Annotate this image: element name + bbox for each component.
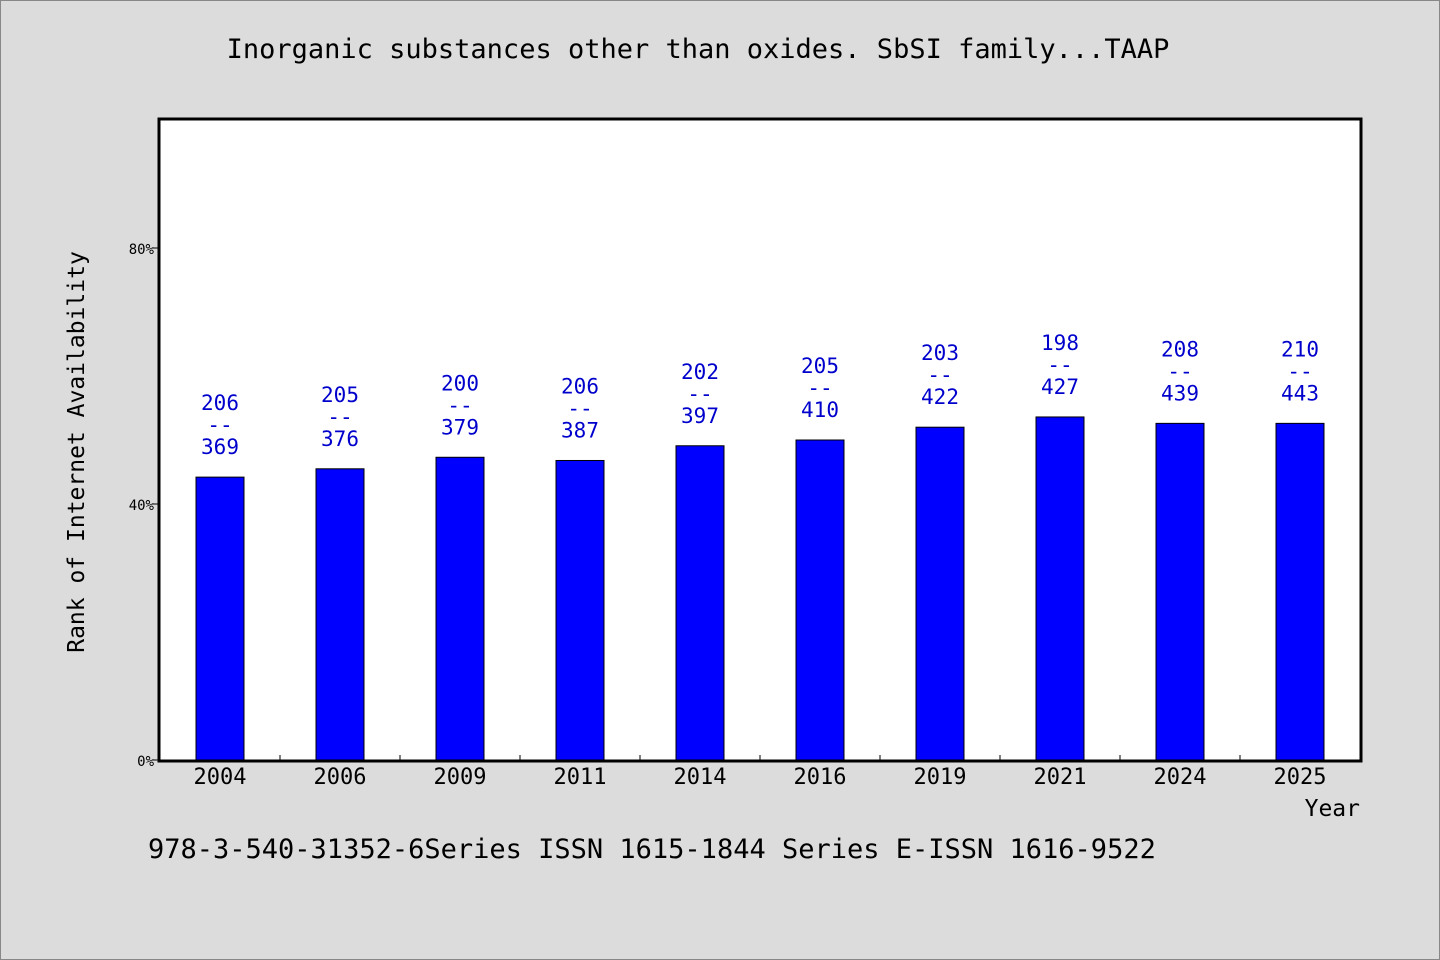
bar-total-label: 439 <box>1161 381 1199 405</box>
bars-layer <box>195 416 1325 761</box>
bar-2025 <box>1275 422 1325 761</box>
bar-separator-label: -- <box>927 363 952 387</box>
bar-2021 <box>1035 416 1085 761</box>
bar-rank-label: 202 <box>681 360 719 384</box>
bar-2009 <box>435 456 485 761</box>
bar-total-label: 443 <box>1281 381 1319 405</box>
y-axis-label: Rank of Internet Availability <box>64 251 90 653</box>
bar-total-label: 387 <box>561 418 599 442</box>
bar-total-label: 397 <box>681 404 719 428</box>
labels-layer: 2004206--3692006205--3762009200--3792011… <box>194 331 1327 790</box>
y-tick-label: 80% <box>129 242 155 258</box>
bar-2006 <box>315 468 365 761</box>
x-tick-label: 2019 <box>914 765 967 790</box>
bar-total-label: 369 <box>201 435 239 459</box>
bar-separator-label: -- <box>1167 359 1192 383</box>
bar-rank-label: 208 <box>1161 337 1199 361</box>
bar-separator-label: -- <box>687 382 712 406</box>
bar-2016 <box>795 439 845 761</box>
bar-total-label: 379 <box>441 415 479 439</box>
bar-rank-label: 200 <box>441 371 479 395</box>
x-tick-label: 2016 <box>794 765 847 790</box>
bar-separator-label: -- <box>327 405 352 429</box>
bar-2024 <box>1155 422 1205 761</box>
x-tick-label: 2021 <box>1034 765 1087 790</box>
bar-total-label: 427 <box>1041 375 1079 399</box>
x-tick-label: 2006 <box>314 765 367 790</box>
bar-rank-label: 205 <box>321 383 359 407</box>
x-tick-label: 2024 <box>1154 765 1207 790</box>
bar-separator-label: -- <box>567 396 592 420</box>
x-tick-label: 2011 <box>554 765 607 790</box>
bar-rank-label: 210 <box>1281 337 1319 361</box>
bar-total-label: 376 <box>321 427 359 451</box>
bar-separator-label: -- <box>447 393 472 417</box>
bar-separator-label: -- <box>207 413 232 437</box>
bar-total-label: 422 <box>921 385 959 409</box>
bar-rank-label: 198 <box>1041 331 1079 355</box>
bar-total-label: 410 <box>801 398 839 422</box>
bar-separator-label: -- <box>1287 359 1312 383</box>
bar-rank-label: 206 <box>561 374 599 398</box>
bar-separator-label: -- <box>1047 353 1072 377</box>
x-tick-label: 2004 <box>194 765 247 790</box>
bar-2004 <box>195 476 245 761</box>
bar-2019 <box>915 426 965 761</box>
x-tick-label: 2025 <box>1274 765 1327 790</box>
bar-rank-label: 206 <box>201 391 239 415</box>
bar-rank-label: 203 <box>921 341 959 365</box>
y-tick-label: 0% <box>137 754 154 770</box>
y-tick-label: 40% <box>129 498 155 514</box>
bar-separator-label: -- <box>807 376 832 400</box>
x-tick-label: 2009 <box>434 765 487 790</box>
bar-2011 <box>555 459 605 761</box>
footer-isbn: 978-3-540-31352-6Series ISSN 1615-1844 S… <box>148 834 1156 865</box>
x-tick-label: 2014 <box>674 765 727 790</box>
chart-title: Inorganic substances other than oxides. … <box>226 34 1170 65</box>
ticks-layer: 0% 40% 80% <box>129 242 1241 770</box>
bar-rank-label: 205 <box>801 354 839 378</box>
x-axis-label: Year <box>1305 796 1360 822</box>
bar-2014 <box>675 445 725 761</box>
